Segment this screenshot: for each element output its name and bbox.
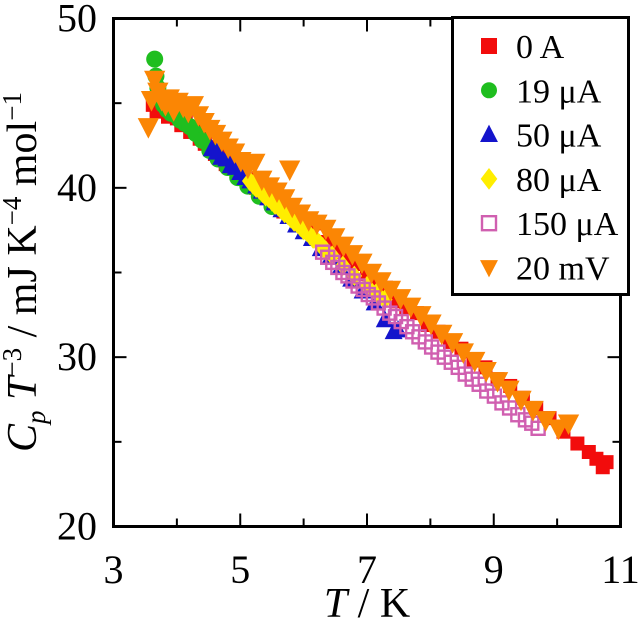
y-tick-label: 40: [57, 165, 97, 210]
data-point: [441, 333, 464, 354]
legend-label: 0 A: [516, 29, 565, 66]
data-point: [365, 290, 382, 306]
legend-marker-circle: [481, 82, 497, 99]
data-point: [330, 259, 346, 276]
legend-marker-square: [481, 38, 497, 54]
legend-label: 20 mV: [516, 251, 610, 288]
data-point: [535, 411, 557, 432]
data-point: [452, 343, 474, 364]
data-point: [144, 70, 166, 92]
legend-label: 150 μA: [516, 206, 619, 243]
data-point: [320, 249, 336, 265]
data-point: [355, 281, 371, 298]
data-point: [340, 268, 356, 284]
x-tick-label: 9: [484, 547, 504, 592]
data-point: [146, 50, 164, 68]
data-point: [279, 160, 301, 181]
data-point: [410, 306, 432, 327]
x-axis-title: T / K: [324, 581, 410, 627]
data-point: [345, 273, 361, 289]
legend-label: 50 μA: [516, 118, 602, 155]
data-point: [570, 436, 585, 451]
legend-box: [451, 16, 630, 296]
data-point: [486, 372, 509, 393]
x-tick-label: 11: [601, 547, 640, 592]
y-tick-label: 50: [57, 0, 97, 41]
data-point: [510, 390, 532, 412]
data-point: [137, 118, 159, 139]
x-tick-label: 7: [357, 547, 377, 592]
x-tick-label: 5: [230, 547, 250, 592]
data-point: [498, 380, 520, 402]
y-tick-label: 30: [57, 334, 97, 379]
legend-marker-triangle-down: [480, 260, 498, 278]
data-point: [379, 280, 402, 302]
data-point: [314, 244, 331, 260]
data-point: [400, 297, 422, 319]
data-point: [389, 289, 412, 310]
data-point: [475, 361, 497, 383]
data-point: [464, 351, 486, 373]
legend-label: 80 μA: [516, 162, 602, 199]
y-axis-title: Cp T−3 / mJ K−4 mol−1: [0, 92, 51, 452]
data-point: [599, 455, 614, 470]
x-tick-label: 3: [104, 547, 124, 592]
y-tick-label: 20: [57, 504, 97, 549]
data-point: [244, 153, 266, 175]
data-point: [360, 286, 376, 303]
data-point: [522, 400, 544, 422]
legend-marker-square-open: [480, 214, 498, 232]
data-point: [557, 414, 580, 435]
data-point: [431, 324, 453, 346]
legend-marker-triangle-up: [480, 124, 498, 142]
data-point: [335, 264, 351, 281]
data-point: [420, 314, 442, 336]
data-point: [325, 254, 341, 271]
legend-label: 19 μA: [516, 73, 602, 110]
legend-marker-diamond: [480, 168, 498, 190]
data-point: [350, 278, 366, 294]
